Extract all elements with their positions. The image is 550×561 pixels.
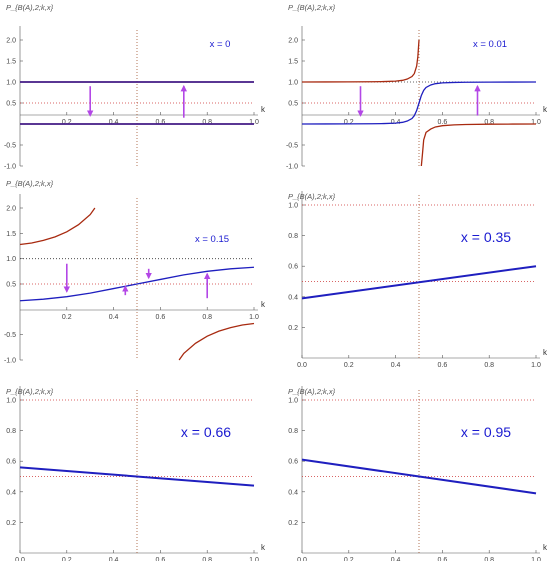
parameter-annotation: x = 0.95 <box>461 424 511 440</box>
x-tick-label: 0.0 <box>297 557 307 561</box>
y-tick-label: 1.5 <box>6 59 16 66</box>
parameter-annotation: x = 0.35 <box>461 229 511 245</box>
y-tick-label: -0.5 <box>286 143 298 150</box>
series-blue-line-1 <box>19 466 255 487</box>
y-axis-label: P_{B(A),2;k,x} <box>6 3 54 12</box>
series-red-line-1 <box>19 207 96 246</box>
y-tick-label: 0.5 <box>6 101 16 108</box>
series-red-line-1 <box>301 39 420 83</box>
x-tick-label: 0.8 <box>202 314 212 321</box>
y-tick-label: 2.0 <box>6 206 16 213</box>
x-tick-label: 1.0 <box>531 119 541 126</box>
y-tick-label: -1.0 <box>4 164 16 171</box>
x-tick-label: 0.6 <box>156 119 166 126</box>
series-red-line-3 <box>178 322 255 361</box>
y-tick-label: 0.2 <box>288 325 298 332</box>
y-tick-label: 1.5 <box>288 59 298 66</box>
x-tick-label: 0.8 <box>202 119 212 126</box>
y-axis-label: P_{B(A),2;k,x} <box>6 387 54 396</box>
y-tick-label: 1.0 <box>288 203 298 210</box>
x-axis-label: k <box>543 105 548 114</box>
y-tick-label: 2.0 <box>288 38 298 45</box>
y-tick-label: 0.8 <box>288 428 298 435</box>
x-axis-label: k <box>543 348 548 357</box>
y-tick-label: 0.5 <box>288 101 298 108</box>
x-axis-label: k <box>261 300 266 309</box>
series-blue-line-2 <box>301 81 537 125</box>
x-tick-label: 0.4 <box>391 557 401 561</box>
y-tick-label: -0.5 <box>4 332 16 339</box>
chart-panel-6: P_{B(A),2;k,x}k 0.2 0.4 0.6 0.8 1.0 0.0 0.2 0.4 0… <box>288 386 548 561</box>
series-blue-line-1 <box>301 458 537 495</box>
y-tick-label: 0.6 <box>288 264 298 271</box>
y-tick-label: 0.2 <box>6 520 16 527</box>
x-tick-label: 0.2 <box>344 557 354 561</box>
chart-panel-3: P_{B(A),2;k,x}k -1.0 -0.5 0.5 1.0 1.5 2.0 0.2 0.… <box>4 179 266 365</box>
x-tick-label: 0.2 <box>62 119 72 126</box>
y-tick-label: 0.4 <box>288 489 298 496</box>
x-tick-label: 0.2 <box>344 362 354 369</box>
y-tick-label: 0.4 <box>288 294 298 301</box>
parameter-annotation: x = 0.66 <box>181 424 231 440</box>
x-tick-label: 0.2 <box>344 119 354 126</box>
y-tick-label: 1.5 <box>6 231 16 238</box>
y-tick-label: -1.0 <box>286 164 298 171</box>
y-tick-label: 0.5 <box>6 282 16 289</box>
x-tick-label: 0.2 <box>62 557 72 561</box>
series-blue-line-2 <box>19 266 255 302</box>
x-tick-label: 0.6 <box>438 119 448 126</box>
y-tick-label: 1.0 <box>288 398 298 405</box>
y-tick-label: 0.2 <box>288 520 298 527</box>
parameter-annotation: x = 0 <box>210 39 231 50</box>
y-axis-label: P_{B(A),2;k,x} <box>288 387 336 396</box>
parameter-annotation: x = 0.01 <box>473 39 507 50</box>
x-tick-label: 1.0 <box>531 362 541 369</box>
y-tick-label: 2.0 <box>6 38 16 45</box>
x-tick-label: 0.6 <box>438 557 448 561</box>
y-tick-label: 1.0 <box>6 80 16 87</box>
chart-panel-5: P_{B(A),2;k,x}k 0.2 0.4 0.6 0.8 1.0 0.0 0.2 0.4 0… <box>6 386 266 561</box>
y-tick-label: 0.6 <box>288 459 298 466</box>
chart-panel-1: P_{B(A),2;k,x}k -1.0 -0.5 0.5 1.0 1.5 2.0 0.2 0.… <box>4 3 266 171</box>
y-tick-label: 0.4 <box>6 489 16 496</box>
y-tick-label: 0.8 <box>288 233 298 240</box>
y-tick-label: 0.8 <box>6 428 16 435</box>
y-tick-label: 1.0 <box>6 256 16 263</box>
series-red-line-3 <box>420 123 537 167</box>
y-axis-label: P_{B(A),2;k,x} <box>6 179 54 188</box>
x-axis-label: k <box>543 543 548 552</box>
x-tick-label: 0.6 <box>438 362 448 369</box>
y-tick-label: 1.0 <box>6 398 16 405</box>
x-tick-label: 0.0 <box>297 362 307 369</box>
x-tick-label: 0.4 <box>391 362 401 369</box>
x-tick-label: 0.0 <box>15 557 25 561</box>
y-tick-label: 0.6 <box>6 459 16 466</box>
x-tick-label: 0.4 <box>109 314 119 321</box>
x-tick-label: 0.4 <box>109 557 119 561</box>
x-tick-label: 0.6 <box>156 314 166 321</box>
chart-panel-2: P_{B(A),2;k,x}k -1.0 -0.5 0.5 1.0 1.5 2.0 0.2 0.… <box>286 3 548 171</box>
x-tick-label: 1.0 <box>249 314 259 321</box>
x-tick-label: 0.8 <box>484 557 494 561</box>
y-tick-label: -1.0 <box>4 358 16 365</box>
x-tick-label: 1.0 <box>531 557 541 561</box>
x-tick-label: 0.8 <box>202 557 212 561</box>
parameter-annotation: x = 0.15 <box>195 234 229 245</box>
y-tick-label: 1.0 <box>288 80 298 87</box>
x-axis-label: k <box>261 105 266 114</box>
x-tick-label: 0.8 <box>484 362 494 369</box>
x-tick-label: 0.6 <box>156 557 166 561</box>
y-tick-label: -0.5 <box>4 143 16 150</box>
x-tick-label: 1.0 <box>249 557 259 561</box>
series-blue-line-1 <box>301 265 537 300</box>
x-tick-label: 0.2 <box>62 314 72 321</box>
y-axis-label: P_{B(A),2;k,x} <box>288 192 336 201</box>
x-tick-label: 0.4 <box>109 119 119 126</box>
chart-panel-4: P_{B(A),2;k,x}k 0.2 0.4 0.6 0.8 1.0 0.0 0.2 0.4 0… <box>288 191 548 369</box>
x-tick-label: 0.8 <box>484 119 494 126</box>
y-axis-label: P_{B(A),2;k,x} <box>288 3 336 12</box>
x-axis-label: k <box>261 543 266 552</box>
x-tick-label: 1.0 <box>249 119 259 126</box>
